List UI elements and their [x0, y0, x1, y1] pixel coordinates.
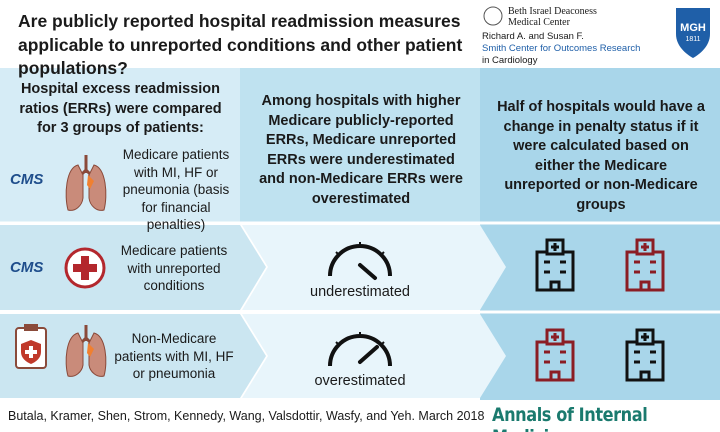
cms-logo: CMS: [10, 259, 44, 276]
logo-text: MGH: [680, 22, 706, 34]
logo-text: Smith Center for Outcomes Research: [482, 43, 641, 54]
title: Are publicly reported hospital readmissi…: [18, 11, 463, 79]
column-heading: Among hospitals with higher Medicare pub…: [259, 93, 463, 207]
group-label: Non-Medicare patients with MI, HF or pne…: [114, 331, 234, 382]
logo-text: Richard A. and Susan F.: [482, 31, 584, 42]
logo-text: Medical Center: [508, 17, 570, 28]
gauge-label: underestimated: [310, 284, 410, 300]
group-label: Medicare patients with unreported condit…: [120, 243, 228, 294]
group-label: Medicare patients with MI, HF or pneumon…: [122, 147, 230, 233]
journal: Annals of Internal Medicine: [492, 404, 648, 432]
column-heading: Half of hospitals would have a change in…: [497, 99, 705, 213]
citation: Butala, Kramer, Shen, Strom, Kennedy, Wa…: [8, 409, 485, 423]
logo-text: Beth Israel Deaconess: [508, 6, 597, 17]
gauge-label: overestimated: [314, 373, 406, 389]
column-heading: Hospital excess readmission ratios (ERRs…: [19, 81, 222, 137]
logo-text: 1811: [685, 36, 701, 43]
cms-logo: CMS: [10, 171, 44, 188]
logo-text: in Cardiology: [482, 55, 538, 66]
